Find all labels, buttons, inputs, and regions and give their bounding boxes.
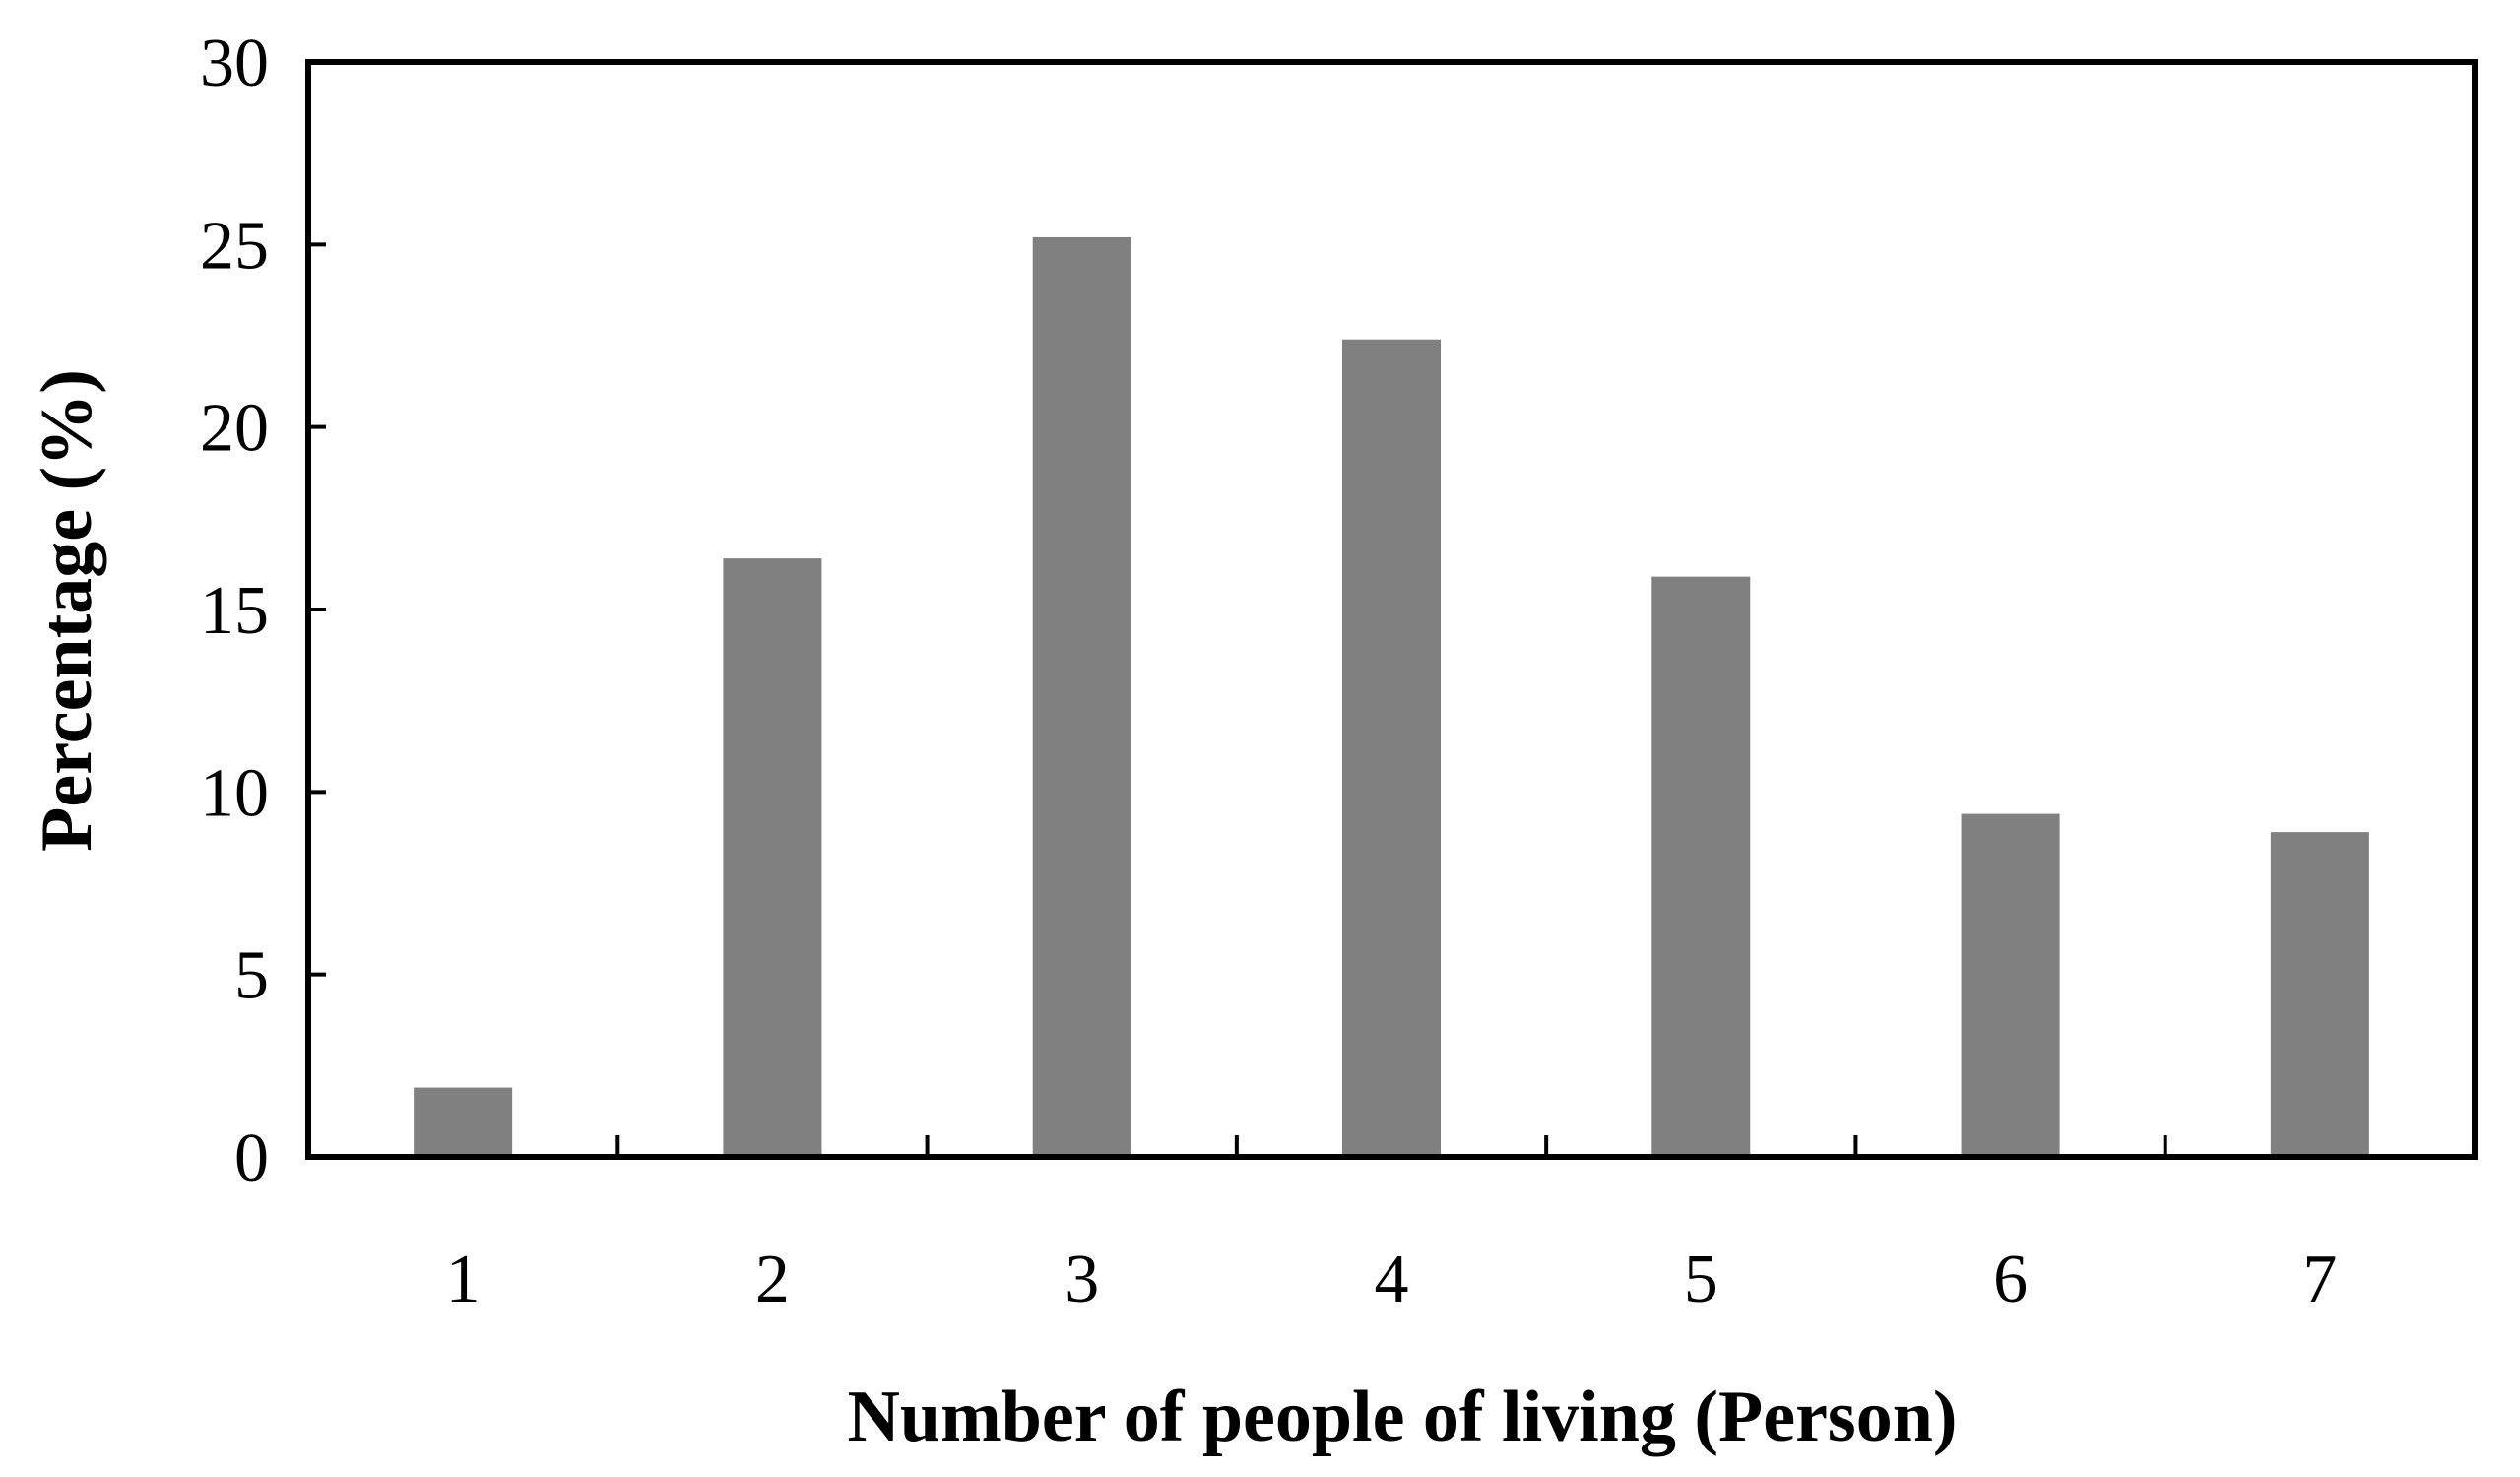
x-tick-label-3: 3: [1065, 1242, 1099, 1317]
y-tick-label-15: 15: [200, 573, 269, 649]
bar-2: [723, 558, 822, 1157]
y-tick-label-10: 10: [200, 755, 269, 831]
x-tick-label-7: 7: [2302, 1242, 2337, 1317]
bar-7: [2270, 832, 2369, 1157]
bars-layer: [414, 236, 2369, 1158]
bar-3: [1032, 236, 1131, 1158]
x-tick-label-4: 4: [1375, 1242, 1409, 1317]
x-tick-label-1: 1: [446, 1242, 481, 1317]
x-tick-label-2: 2: [755, 1242, 790, 1317]
bar-4: [1342, 339, 1441, 1157]
axes-layer: 0 5 10 15 20 25 30 1 2 3 4 5 6 7: [200, 26, 2478, 1317]
y-tick-label-30: 30: [200, 26, 269, 101]
bar-1: [414, 1087, 513, 1157]
y-axis-title: Percentage (%): [27, 369, 107, 852]
y-tick-label-20: 20: [200, 391, 269, 467]
y-tick-label-25: 25: [200, 208, 269, 284]
y-tick-label-5: 5: [234, 938, 269, 1014]
bar-5: [1651, 576, 1751, 1157]
bar-6: [1961, 813, 2060, 1157]
x-tick-label-6: 6: [1993, 1242, 2028, 1317]
x-axis-title: Number of people of living (Person): [847, 1377, 1957, 1457]
y-tick-label-0: 0: [234, 1121, 269, 1196]
x-tick-label-5: 5: [1684, 1242, 1718, 1317]
